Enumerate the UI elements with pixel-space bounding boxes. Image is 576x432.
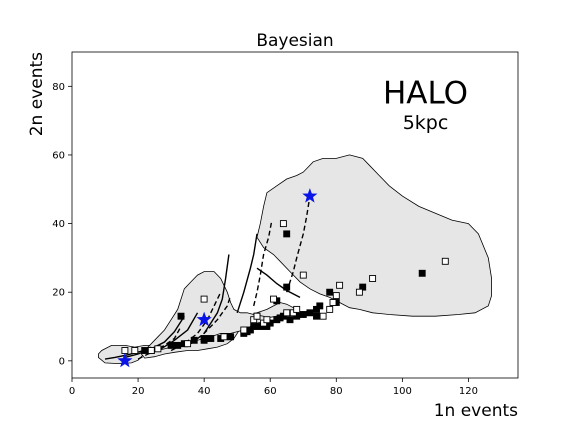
filled-square-marker (141, 347, 149, 354)
filled-square-marker (283, 230, 291, 238)
curve-solid-7 (236, 233, 258, 314)
open-square-marker (220, 333, 228, 341)
open-square-marker (131, 347, 139, 354)
open-square-marker (283, 309, 291, 317)
star-marker (302, 188, 318, 203)
ticks-layer: 0 20 40 60 80 100 120 0 20 40 60 80 (52, 82, 478, 397)
filled-square-marker (326, 288, 334, 296)
curve-solid-9 (256, 267, 301, 299)
open-square-marker (147, 347, 155, 354)
open-square-marker (319, 312, 327, 320)
open-square-marker (332, 292, 340, 300)
star-marker (117, 352, 133, 368)
annotation-main: HALO (383, 75, 468, 111)
open-square-marker (355, 288, 363, 296)
filled-square-marker (207, 335, 215, 342)
region-large (256, 154, 493, 317)
open-square-marker (329, 299, 337, 306)
filled-square-marker (174, 341, 182, 349)
x-tick-label: 20 (132, 386, 145, 397)
open-square-marker (369, 275, 377, 282)
open-square-marker (184, 340, 192, 348)
open-square-marker (326, 305, 334, 313)
filled-square-marker (227, 333, 235, 341)
x-tick-label: 100 (393, 386, 412, 397)
filled-square-marker (167, 341, 175, 349)
y-tick-label: 40 (52, 219, 65, 230)
filled-square-marker (316, 302, 324, 310)
chart-title: Bayesian (256, 31, 333, 51)
open-square-marker (121, 347, 129, 354)
y-tick-label: 0 (59, 356, 65, 367)
x-tick-label: 60 (264, 386, 277, 397)
x-axis-label: 1n events (434, 401, 518, 421)
lines-layer (104, 195, 311, 360)
filled-square-marker (283, 283, 291, 291)
x-tick-label: 0 (69, 386, 75, 397)
open-square-marker (441, 257, 449, 265)
x-tick-label: 80 (330, 386, 343, 397)
regions-layer (98, 154, 493, 365)
open-square-marker (270, 295, 277, 303)
filled-square-marker (200, 335, 208, 342)
open-square-marker (299, 271, 307, 279)
open-square-marker (336, 281, 344, 289)
open-square-marker (293, 305, 301, 313)
filled-square-marker (190, 336, 198, 344)
x-tick-label: 120 (459, 386, 478, 397)
curve-dashed-10 (286, 195, 311, 293)
star-marker (196, 311, 212, 327)
curve-dashed-6 (190, 295, 232, 345)
filled-square-marker (286, 316, 294, 324)
filled-square-marker (418, 269, 426, 277)
open-square-marker (154, 345, 162, 353)
x-tick-label: 40 (198, 386, 211, 397)
y-axis-label: 2n events (27, 52, 47, 136)
open-square-marker (200, 295, 208, 303)
open-square-marker (240, 326, 248, 334)
y-tick-label: 20 (52, 288, 65, 299)
annotation-sub: 5kpc (403, 112, 449, 134)
plot-frame (71, 51, 519, 379)
open-square-marker (253, 312, 261, 320)
curve-dashed-4 (137, 326, 182, 360)
y-tick-label: 80 (52, 82, 65, 93)
curve-solid-3 (203, 254, 230, 334)
y-tick-label: 60 (52, 150, 65, 161)
open-square-marker (279, 220, 287, 228)
open-square-marker (263, 316, 271, 324)
filled-square-marker (306, 309, 314, 317)
curve-dashed-8 (253, 219, 273, 307)
filled-square-marker (250, 323, 258, 330)
filled-square-marker (313, 312, 320, 320)
filled-square-marker (177, 312, 185, 320)
filled-square-marker (299, 311, 307, 318)
markers-layer (117, 188, 449, 368)
